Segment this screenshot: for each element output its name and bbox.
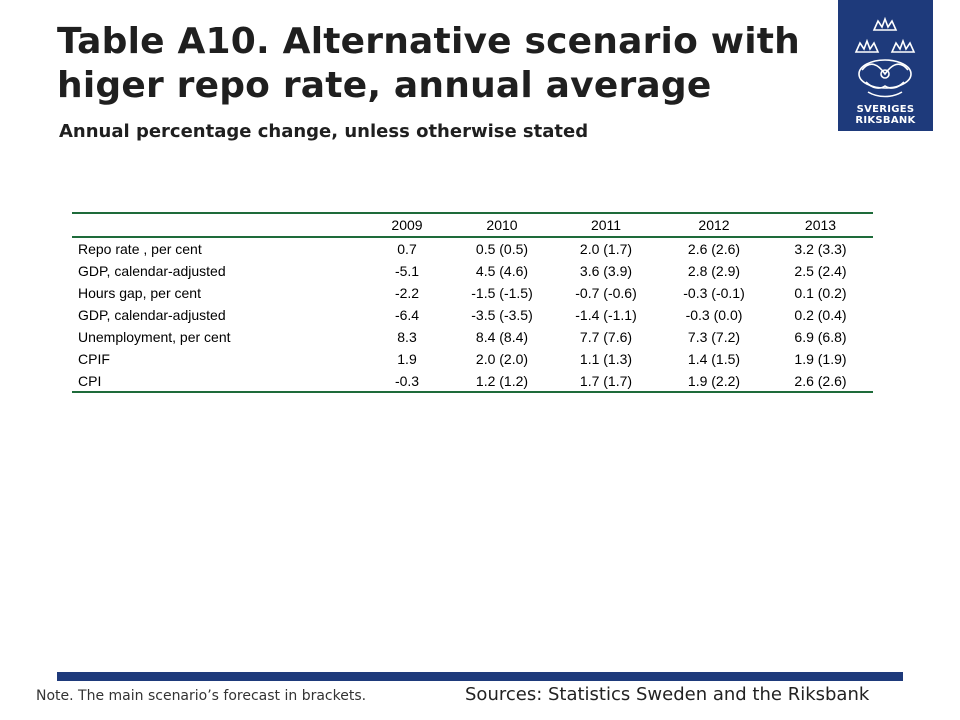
table-cell: 8.4 (8.4): [475, 329, 529, 345]
table-cell: 0.2 (0.4): [794, 307, 847, 323]
page-subtitle: Annual percentage change, unless otherwi…: [59, 121, 589, 142]
table-cell: 1.4 (1.5): [687, 351, 741, 367]
title-line-2: higer repo rate, annual average: [57, 65, 712, 106]
table-cell: -0.3 (-0.1): [683, 285, 745, 301]
table-cell: 2.0 (1.7): [579, 241, 633, 257]
row-label: Hours gap, per cent: [78, 285, 201, 301]
table-cell: 1.9: [397, 351, 417, 367]
table-cell: 3.2 (3.3): [794, 241, 847, 257]
table-cell: 1.2 (1.2): [452, 370, 552, 393]
column-header: 2010: [452, 212, 552, 238]
table-cell: 1.7 (1.7): [552, 370, 660, 393]
row-label: Repo rate , per cent: [78, 241, 202, 257]
table-row: Hours gap, per cent -2.2 -1.5 (-1.5) -0.7 (…: [72, 282, 873, 304]
table-cell: 8.3: [397, 329, 417, 345]
table-cell: -0.3 (0.0): [685, 307, 743, 323]
title-line-1: Table A10. Alternative scenario with: [57, 21, 801, 62]
column-header: 2011: [552, 212, 660, 238]
column-header: 2013: [768, 212, 873, 238]
row-label: GDP, calendar-adjusted: [78, 307, 226, 323]
table-cell: 6.9 (6.8): [794, 329, 847, 345]
table-cell: 0.1 (0.2): [794, 285, 847, 301]
table-cell: 0.5 (0.5): [475, 241, 529, 257]
table-row: CPIF 1.9 2.0 (2.0) 1.1 (1.3) 1.4 (1.5) 1.9 (1…: [72, 348, 873, 370]
table-cell: -1.4 (-1.1): [575, 307, 637, 323]
table-cell: 7.7 (7.6): [579, 329, 633, 345]
scenario-table: 2009 2010 2011 2012 2013 Repo rate , per…: [72, 212, 873, 393]
table-row: Repo rate , per cent 0.7 0.5 (0.5) 2.0 (1.7…: [72, 237, 873, 260]
table-cell: 7.3 (7.2): [687, 329, 741, 345]
table-cell: 2.6 (2.6): [687, 241, 741, 257]
table-row: GDP, calendar-adjusted -5.1 4.5 (4.6) 3.6 (…: [72, 260, 873, 282]
table-cell: -5.1: [394, 263, 420, 279]
row-label: CPI: [72, 370, 362, 393]
riksbank-logo: SVERIGES RIKSBANK: [838, 0, 933, 131]
footnote: Note. The main scenario’s forecast in br…: [36, 688, 367, 704]
table-header-row: 2009 2010 2011 2012 2013: [72, 212, 873, 238]
table-cell: -6.4: [394, 307, 420, 323]
table-cell: -2.2: [394, 285, 420, 301]
logo-text-riksbank: RIKSBANK: [855, 115, 916, 126]
table-cell: 1.9 (2.2): [660, 370, 768, 393]
table-row: GDP, calendar-adjusted -6.4 -3.5 (-3.5) -1.…: [72, 304, 873, 326]
row-label: Unemployment, per cent: [78, 329, 231, 345]
table-cell: 2.6 (2.6): [768, 370, 873, 393]
sources-text: Sources: Statistics Sweden and the Riksb…: [465, 684, 870, 705]
table-row: Unemployment, per cent 8.3 8.4 (8.4) 7.7 (7…: [72, 326, 873, 348]
table-row: CPI -0.3 1.2 (1.2) 1.7 (1.7) 1.9 (2.2) 2.6 (2…: [72, 370, 873, 393]
table-cell: 4.5 (4.6): [475, 263, 529, 279]
column-header: 2012: [660, 212, 768, 238]
table-cell: 0.7: [397, 241, 417, 257]
crowns-emblem-icon: [854, 16, 916, 98]
table-cell: 2.0 (2.0): [475, 351, 529, 367]
table-cell: 1.9 (1.9): [794, 351, 847, 367]
footer-divider-bar: [57, 672, 903, 681]
table-cell: -0.3: [362, 370, 452, 393]
table-cell: 3.6 (3.9): [579, 263, 633, 279]
table-cell: 1.1 (1.3): [579, 351, 633, 367]
table-cell: -1.5 (-1.5): [471, 285, 533, 301]
column-header: 2009: [362, 212, 452, 238]
table-cell: -0.7 (-0.6): [575, 285, 637, 301]
row-label: CPIF: [78, 351, 110, 367]
page-title: Table A10. Alternative scenario with hig…: [57, 20, 817, 108]
table-cell: 2.8 (2.9): [687, 263, 741, 279]
table-cell: 2.5 (2.4): [794, 263, 847, 279]
logo-text-sveriges: SVERIGES: [856, 104, 915, 115]
table-cell: -3.5 (-3.5): [471, 307, 533, 323]
column-header: [72, 212, 362, 238]
row-label: GDP, calendar-adjusted: [78, 263, 226, 279]
